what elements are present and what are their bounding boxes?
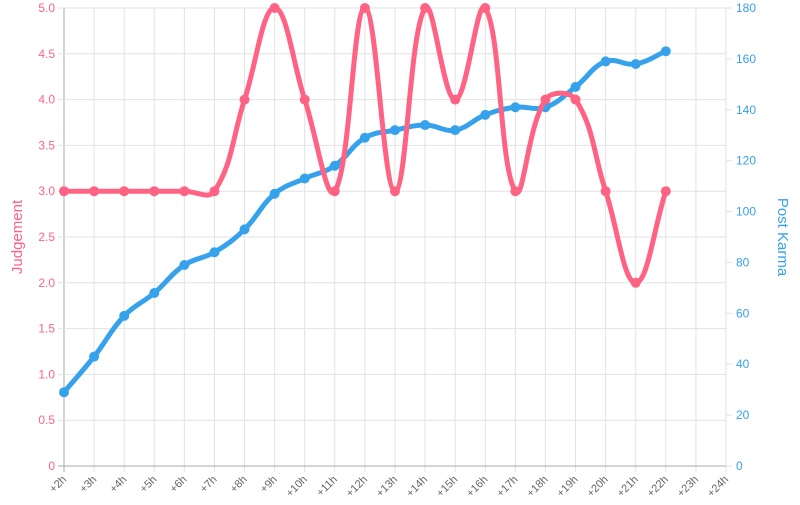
- series-line-judgement: [64, 4, 669, 286]
- data-point-post-karma: [149, 287, 160, 298]
- data-point-judgement: [359, 3, 370, 13]
- x-tick-label: +9h: [258, 474, 280, 496]
- data-point-judgement: [209, 186, 220, 197]
- data-point-judgement: [119, 186, 130, 197]
- y-tick-label-right: 120: [736, 154, 756, 168]
- x-tick-label: +2h: [47, 474, 69, 496]
- x-tick-label: +17h: [494, 474, 520, 500]
- y-tick-label-left: 0.5: [38, 413, 55, 427]
- x-tick-label: +5h: [138, 474, 160, 496]
- y-tick-label-left: 1.0: [38, 367, 55, 381]
- data-point-post-karma: [59, 387, 69, 398]
- data-point-post-karma: [420, 120, 431, 131]
- y-tick-label-right: 60: [736, 306, 750, 320]
- x-tick-label: +4h: [108, 474, 130, 496]
- data-point-post-karma: [329, 160, 340, 171]
- data-point-judgement: [660, 186, 671, 197]
- x-tick-label: +24h: [705, 474, 731, 500]
- y-tick-label-left: 4.5: [38, 47, 55, 61]
- x-tick-label: +3h: [78, 474, 100, 496]
- data-point-judgement: [299, 94, 310, 105]
- y-tick-label-left: 4.0: [38, 93, 55, 107]
- data-point-judgement: [420, 3, 431, 13]
- data-point-post-karma: [600, 56, 611, 67]
- y-tick-label-left: 2.5: [38, 230, 55, 244]
- data-point-judgement: [179, 186, 190, 197]
- y-tick-label-left: 3.0: [38, 184, 55, 198]
- x-tick-label: +11h: [315, 474, 340, 499]
- data-point-judgement: [570, 94, 581, 105]
- y-axis-title-left: Judgement: [9, 199, 26, 274]
- data-point-judgement: [390, 186, 400, 197]
- data-point-judgement: [149, 186, 160, 197]
- data-point-post-karma: [660, 46, 671, 57]
- data-point-post-karma: [510, 102, 521, 113]
- y-tick-label-right: 20: [736, 408, 750, 422]
- y-axis-title-right: Post Karma: [774, 198, 791, 277]
- x-tick-label: +12h: [344, 474, 370, 500]
- x-tick-label: +19h: [555, 474, 581, 500]
- x-tick-label: +8h: [228, 474, 250, 496]
- data-point-post-karma: [630, 58, 641, 69]
- data-point-post-karma: [390, 125, 400, 136]
- x-tick-label: +7h: [198, 474, 220, 496]
- x-tick-label: +13h: [374, 474, 400, 500]
- data-point-judgement: [329, 186, 340, 197]
- y-tick-label-right: 40: [736, 357, 750, 371]
- x-tick-label: +15h: [434, 474, 460, 500]
- data-point-post-karma: [299, 173, 310, 184]
- x-tick-label: +21h: [615, 474, 641, 500]
- y-tick-label-right: 160: [736, 52, 756, 66]
- data-point-judgement: [510, 186, 521, 197]
- data-point-post-karma: [179, 259, 190, 270]
- grid: [58, 7, 732, 472]
- x-tick-label: +23h: [675, 474, 701, 500]
- data-point-judgement: [59, 186, 69, 197]
- data-point-post-karma: [570, 81, 581, 92]
- data-point-judgement: [269, 3, 280, 13]
- data-point-post-karma: [450, 125, 461, 136]
- y-tick-label-right: 100: [736, 205, 756, 219]
- data-point-judgement: [600, 186, 611, 197]
- y-tick-label-left: 2.0: [38, 276, 55, 290]
- y-tick-label-left: 0: [48, 459, 55, 473]
- data-point-post-karma: [239, 224, 250, 235]
- y-tick-label-left: 1.5: [38, 322, 55, 336]
- y-tick-label-right: 80: [736, 255, 750, 269]
- x-tick-label: +20h: [585, 474, 611, 500]
- x-tick-label: +10h: [284, 474, 310, 500]
- x-tick-label: +16h: [464, 474, 490, 500]
- series: [59, 3, 671, 398]
- x-tick-label: +22h: [645, 474, 671, 500]
- x-tick-label: +14h: [404, 474, 430, 500]
- data-point-post-karma: [89, 351, 100, 362]
- y-tick-label-right: 0: [736, 459, 743, 473]
- data-point-judgement: [450, 94, 461, 105]
- data-point-post-karma: [119, 310, 130, 321]
- y-tick-label-right: 140: [736, 103, 756, 117]
- data-point-judgement: [480, 3, 491, 13]
- data-point-post-karma: [480, 109, 491, 120]
- data-point-post-karma: [209, 247, 220, 258]
- data-point-post-karma: [359, 132, 370, 143]
- y-tick-label-left: 3.5: [38, 138, 55, 152]
- x-tick-label: +6h: [168, 474, 190, 496]
- data-point-judgement: [89, 186, 100, 197]
- data-point-post-karma: [269, 188, 280, 199]
- data-point-judgement: [239, 94, 250, 105]
- data-point-judgement: [540, 94, 551, 105]
- y-tick-label-left: 5.0: [38, 1, 55, 15]
- y-tick-label-right: 180: [736, 1, 756, 15]
- data-point-judgement: [630, 277, 641, 288]
- x-tick-label: +18h: [525, 474, 551, 500]
